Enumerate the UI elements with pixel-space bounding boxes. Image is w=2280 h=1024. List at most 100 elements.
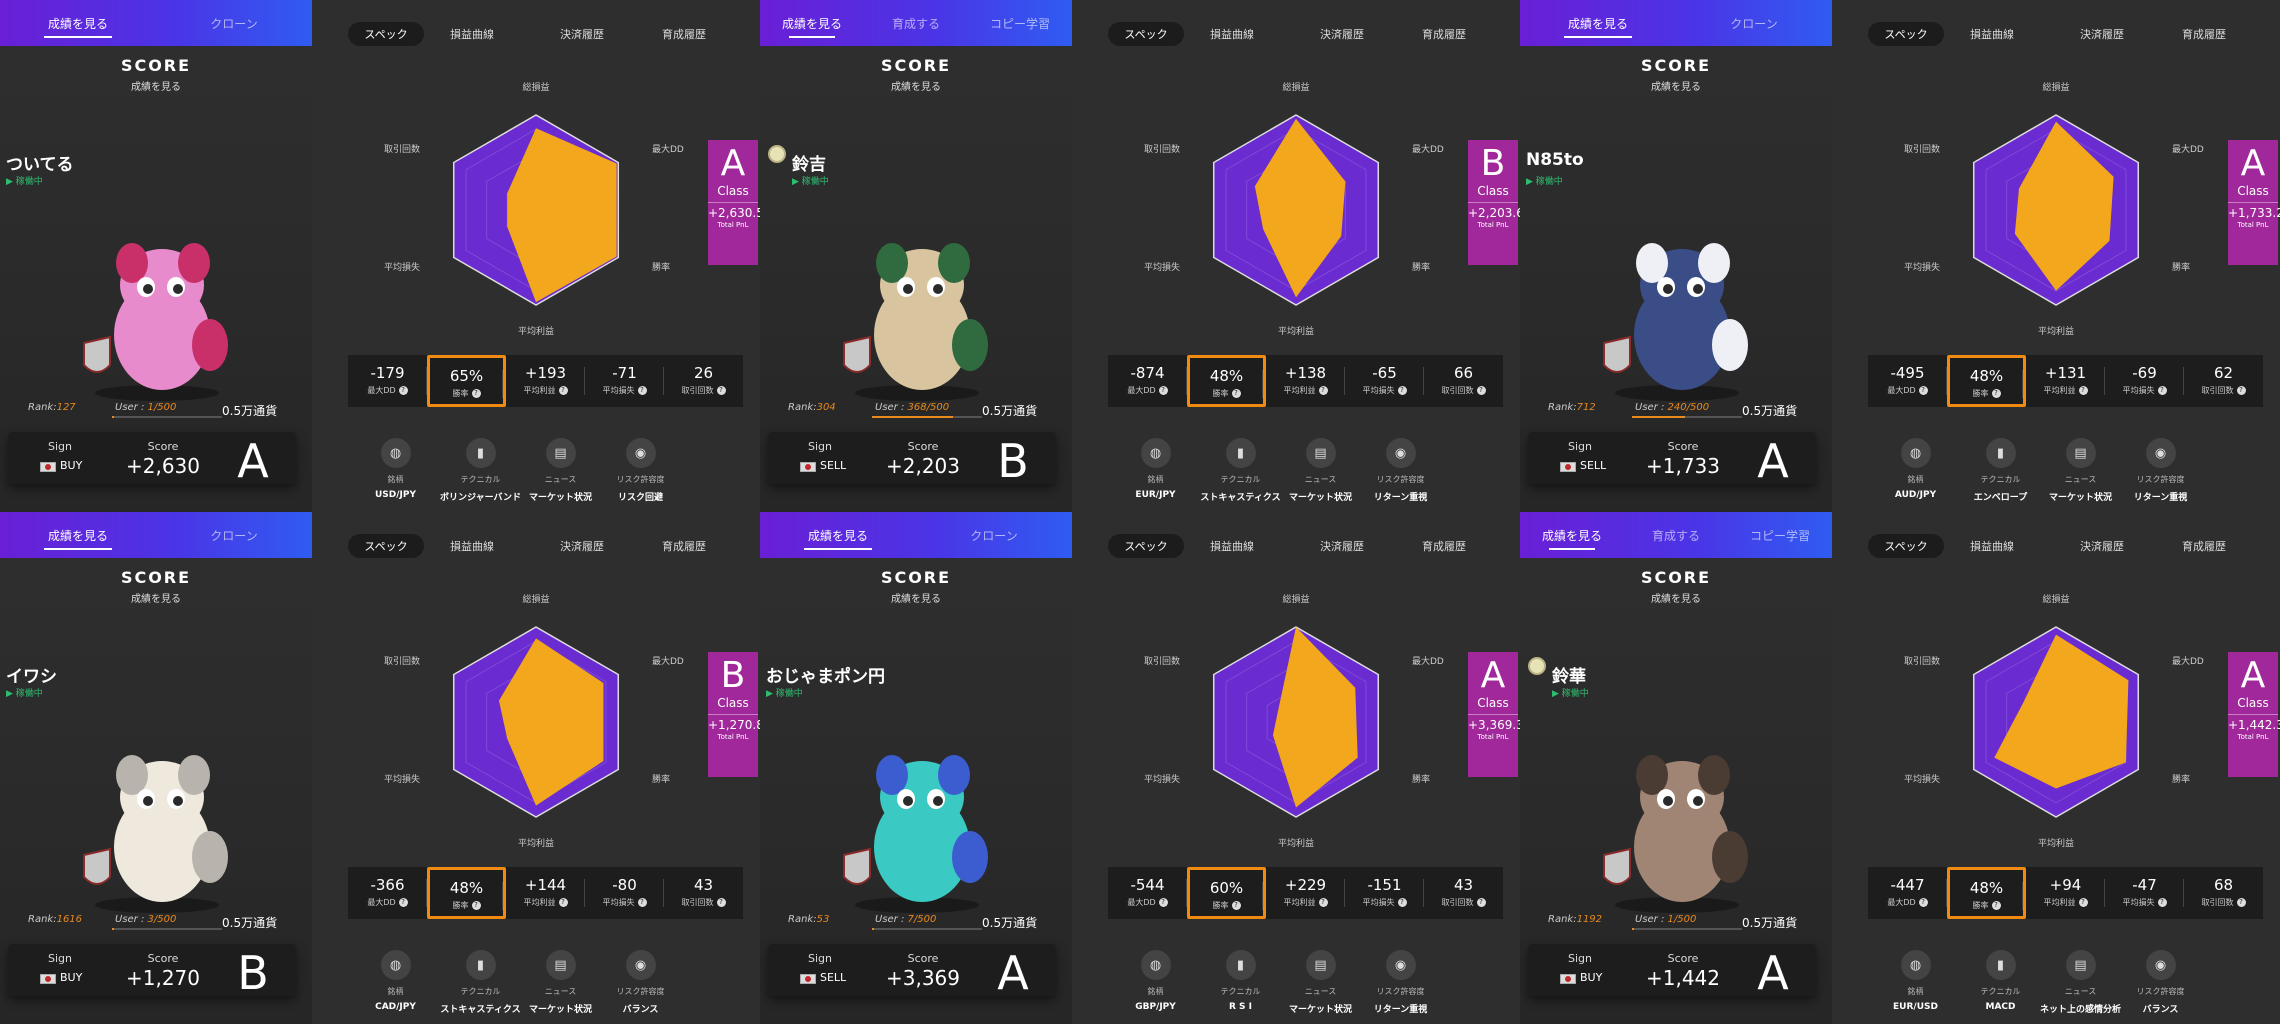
strategy-item-1[interactable]: ◍ 銘柄 GBP/JPY bbox=[1113, 944, 1198, 1012]
strategy-item-3[interactable]: ▤ ニュース マーケット状況 bbox=[2038, 432, 2123, 503]
detail-tab-4[interactable]: 育成履歴 bbox=[1422, 28, 1466, 41]
detail-tab-2[interactable]: 損益曲線 bbox=[1210, 28, 1254, 41]
help-icon[interactable]: ? bbox=[471, 901, 481, 910]
tab-1[interactable]: 成績を見る bbox=[0, 512, 156, 558]
detail-tab-2[interactable]: 損益曲線 bbox=[1970, 28, 2014, 41]
strategy-item-1[interactable]: ◍ 銘柄 CAD/JPY bbox=[353, 944, 438, 1012]
radar-axis-label: 勝率 bbox=[1412, 773, 1430, 785]
tab-2[interactable]: 育成する bbox=[891, 16, 940, 31]
help-icon[interactable]: ? bbox=[2078, 386, 2088, 395]
score-label: Score bbox=[907, 952, 939, 965]
help-icon[interactable]: ? bbox=[1476, 386, 1486, 395]
detail-tab-4[interactable]: 育成履歴 bbox=[662, 540, 706, 553]
help-icon[interactable]: ? bbox=[558, 898, 568, 907]
help-icon[interactable]: ? bbox=[1318, 386, 1328, 395]
detail-tab-3[interactable]: 決済履歴 bbox=[560, 28, 604, 41]
strategy-item-4[interactable]: ◉ リスク許容度 リターン重視 bbox=[1358, 432, 1443, 503]
strategy-item-2[interactable]: ▮ テクニカル ストキャスティクス bbox=[438, 944, 523, 1015]
detail-tab-2[interactable]: 損益曲線 bbox=[1970, 540, 2014, 553]
detail-tab-1[interactable]: スペック bbox=[348, 22, 424, 46]
help-icon[interactable]: ? bbox=[1991, 901, 2001, 910]
strategy-item-4[interactable]: ◉ リスク許容度 バランス bbox=[2118, 944, 2203, 1015]
detail-tab-4[interactable]: 育成履歴 bbox=[662, 28, 706, 41]
strategy-item-2[interactable]: ▮ テクニカル ボリンジャーバンド bbox=[438, 432, 523, 503]
help-icon[interactable]: ? bbox=[1231, 901, 1241, 910]
detail-tab-2[interactable]: 損益曲線 bbox=[450, 540, 494, 553]
tab-1[interactable]: 成績を見る bbox=[1520, 512, 1624, 558]
detail-tab-2[interactable]: 損益曲線 bbox=[1210, 540, 1254, 553]
help-icon[interactable]: ? bbox=[1397, 898, 1407, 907]
tab-1[interactable]: 成績を見る bbox=[760, 0, 864, 46]
tab-2[interactable]: 育成する bbox=[1651, 528, 1700, 543]
tab-3[interactable]: コピー学習 bbox=[989, 16, 1050, 31]
help-icon[interactable]: ? bbox=[1318, 898, 1328, 907]
strategy-item-3[interactable]: ▤ ニュース マーケット状況 bbox=[1278, 432, 1363, 503]
strategy-item-4[interactable]: ◉ リスク許容度 リターン重視 bbox=[1358, 944, 1443, 1015]
tab-2[interactable]: クローン bbox=[970, 528, 1018, 543]
strategy-item-3[interactable]: ▤ ニュース マーケット状況 bbox=[1278, 944, 1363, 1015]
detail-tab-3[interactable]: 決済履歴 bbox=[1320, 28, 1364, 41]
help-icon[interactable]: ? bbox=[716, 386, 726, 395]
help-icon[interactable]: ? bbox=[716, 898, 726, 907]
tab-2[interactable]: クローン bbox=[210, 528, 258, 543]
help-icon[interactable]: ? bbox=[398, 386, 408, 395]
detail-tab-4[interactable]: 育成履歴 bbox=[2182, 540, 2226, 553]
rank-value: 304 bbox=[816, 402, 836, 413]
tab-2[interactable]: クローン bbox=[210, 16, 258, 31]
strategy-item-2[interactable]: ▮ テクニカル MACD bbox=[1958, 944, 2043, 1012]
help-icon[interactable]: ? bbox=[2236, 386, 2246, 395]
help-icon[interactable]: ? bbox=[1918, 898, 1928, 907]
strategy-value: バランス bbox=[2142, 1005, 2179, 1015]
help-icon[interactable]: ? bbox=[2078, 898, 2088, 907]
detail-tab-3[interactable]: 決済履歴 bbox=[1320, 540, 1364, 553]
strategy-item-1[interactable]: ◍ 銘柄 EUR/JPY bbox=[1113, 432, 1198, 500]
help-icon[interactable]: ? bbox=[558, 386, 568, 395]
detail-tab-1[interactable]: スペック bbox=[1868, 534, 1944, 558]
detail-tab-1[interactable]: スペック bbox=[348, 534, 424, 558]
detail-tab-3[interactable]: 決済履歴 bbox=[560, 540, 604, 553]
total-pnl-label: Total PnL bbox=[2237, 733, 2269, 741]
help-icon[interactable]: ? bbox=[1158, 898, 1168, 907]
help-icon[interactable]: ? bbox=[637, 386, 647, 395]
tab-1[interactable]: 成績を見る bbox=[760, 512, 916, 558]
help-icon[interactable]: ? bbox=[398, 898, 408, 907]
strategy-item-1[interactable]: ◍ 銘柄 AUD/JPY bbox=[1873, 432, 1958, 500]
tab-1[interactable]: 成績を見る bbox=[0, 0, 156, 46]
strategy-item-4[interactable]: ◉ リスク許容度 バランス bbox=[598, 944, 683, 1015]
detail-tab-3[interactable]: 決済履歴 bbox=[2080, 540, 2124, 553]
help-icon[interactable]: ? bbox=[1231, 389, 1241, 398]
help-icon[interactable]: ? bbox=[471, 389, 481, 398]
detail-tab-2[interactable]: 損益曲線 bbox=[450, 28, 494, 41]
strategy-item-3[interactable]: ▤ ニュース マーケット状況 bbox=[518, 432, 603, 503]
help-icon[interactable]: ? bbox=[1918, 386, 1928, 395]
help-icon[interactable]: ? bbox=[2157, 898, 2167, 907]
tab-3[interactable]: コピー学習 bbox=[1749, 528, 1810, 543]
detail-tab-4[interactable]: 育成履歴 bbox=[1422, 540, 1466, 553]
strategy-item-2[interactable]: ▮ テクニカル R S I bbox=[1198, 944, 1283, 1012]
help-icon[interactable]: ? bbox=[1158, 386, 1168, 395]
help-icon[interactable]: ? bbox=[1991, 389, 2001, 398]
tab-1[interactable]: 成績を見る bbox=[1520, 0, 1676, 46]
grade-letter: B bbox=[997, 434, 1029, 488]
strategy-icons: ◍ 銘柄 CAD/JPY ▮ テクニカル ストキャスティクス ▤ ニュース マーケット状況 ◉ リス… bbox=[348, 944, 743, 1024]
tab-2[interactable]: クローン bbox=[1730, 16, 1778, 31]
strategy-item-2[interactable]: ▮ テクニカル ストキャスティクス bbox=[1198, 432, 1283, 503]
detail-tab-3[interactable]: 決済履歴 bbox=[2080, 28, 2124, 41]
strategy-item-4[interactable]: ◉ リスク許容度 リターン重視 bbox=[2118, 432, 2203, 503]
help-icon[interactable]: ? bbox=[2236, 898, 2246, 907]
help-icon[interactable]: ? bbox=[1397, 386, 1407, 395]
help-icon[interactable]: ? bbox=[2157, 386, 2167, 395]
strategy-item-3[interactable]: ▤ ニュース マーケット状況 bbox=[518, 944, 603, 1015]
strategy-item-1[interactable]: ◍ 銘柄 USD/JPY bbox=[353, 432, 438, 500]
stat-label: 取引回数? bbox=[664, 385, 743, 396]
strategy-item-4[interactable]: ◉ リスク許容度 リスク回避 bbox=[598, 432, 683, 503]
strategy-item-2[interactable]: ▮ テクニカル エンベロープ bbox=[1958, 432, 2043, 503]
strategy-item-1[interactable]: ◍ 銘柄 EUR/USD bbox=[1873, 944, 1958, 1012]
help-icon[interactable]: ? bbox=[1476, 898, 1486, 907]
detail-tab-1[interactable]: スペック bbox=[1868, 22, 1944, 46]
detail-tab-4[interactable]: 育成履歴 bbox=[2182, 28, 2226, 41]
strategy-item-3[interactable]: ▤ ニュース ネット上の感情分析 bbox=[2038, 944, 2123, 1015]
help-icon[interactable]: ? bbox=[637, 898, 647, 907]
detail-tab-1[interactable]: スペック bbox=[1108, 534, 1184, 558]
detail-tab-1[interactable]: スペック bbox=[1108, 22, 1184, 46]
